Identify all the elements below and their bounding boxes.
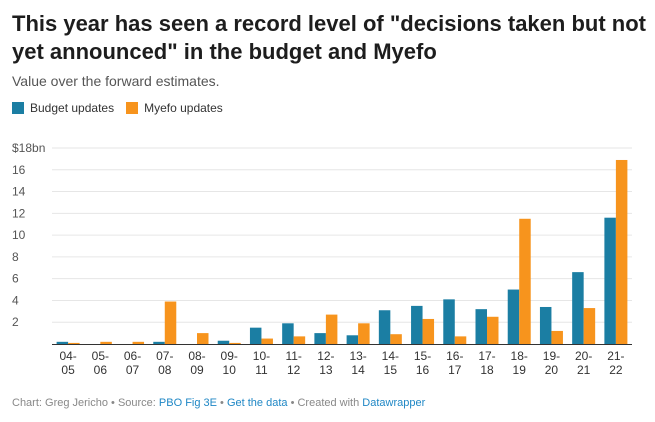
x-tick-label: 06-07 bbox=[124, 349, 141, 377]
chart-footer: Chart: Greg Jericho • Source: PBO Fig 3E… bbox=[12, 397, 425, 409]
y-tick-label: 6 bbox=[12, 272, 19, 286]
bar-myefo bbox=[551, 330, 563, 344]
legend-item-budget: Budget updates bbox=[12, 101, 114, 115]
bar-budget bbox=[572, 272, 584, 344]
footer-credit: Chart: Greg Jericho • Source: bbox=[12, 397, 159, 409]
x-tick-label: 15-16 bbox=[414, 349, 431, 377]
bar-budget bbox=[56, 341, 69, 344]
bar-myefo bbox=[454, 336, 467, 344]
footer-created-with: • Created with bbox=[287, 397, 363, 409]
bar-myefo bbox=[68, 342, 80, 344]
bar-myefo bbox=[293, 336, 306, 344]
bar-budget bbox=[507, 289, 520, 344]
bar-budget bbox=[153, 341, 165, 344]
x-tick-label: 09-10 bbox=[221, 349, 238, 377]
x-tick-label: 05-06 bbox=[92, 349, 109, 377]
bar-myefo bbox=[358, 323, 370, 344]
y-tick-label: 10 bbox=[12, 228, 26, 242]
bar-myefo bbox=[615, 159, 628, 344]
bar-myefo bbox=[583, 308, 596, 344]
footer-data-link[interactable]: Get the data bbox=[226, 397, 288, 409]
bar-myefo bbox=[325, 314, 338, 344]
x-tick-label: 04-05 bbox=[59, 349, 76, 377]
x-tick-label: 16-17 bbox=[446, 349, 463, 377]
bar-budget bbox=[443, 299, 455, 344]
chart-subtitle: Value over the forward estimates. bbox=[12, 73, 220, 89]
x-tick-label: 10-11 bbox=[253, 349, 270, 377]
bar-myefo bbox=[132, 341, 145, 344]
x-tick-label: 08-09 bbox=[188, 349, 205, 377]
bar-myefo bbox=[422, 318, 435, 344]
bar-myefo bbox=[487, 316, 499, 344]
x-tick-label: 18-19 bbox=[511, 349, 528, 377]
legend-label-budget: Budget updates bbox=[30, 101, 115, 115]
legend-label-myefo: Myefo updates bbox=[144, 101, 223, 115]
y-tick-label: 14 bbox=[12, 185, 26, 199]
bar-chart: $18bn 16 14 12 10 8 6 4 2 04-05 05-06 06-07 07-08 08-… bbox=[12, 141, 632, 377]
y-tick-label: 4 bbox=[12, 293, 19, 307]
bar-budget bbox=[378, 310, 391, 344]
bar-budget bbox=[539, 306, 552, 344]
bar-myefo bbox=[261, 338, 273, 344]
bar-budget bbox=[217, 340, 230, 344]
bar-myefo bbox=[164, 301, 177, 344]
x-tick-label: 07-08 bbox=[156, 349, 173, 377]
footer-tool-link[interactable]: Datawrapper bbox=[362, 397, 426, 409]
y-tick-label: 2 bbox=[12, 315, 19, 329]
bar-budget bbox=[314, 333, 326, 344]
bar-budget bbox=[249, 327, 262, 344]
bar-myefo bbox=[390, 334, 402, 344]
chart-title: This year has seen a record level of "de… bbox=[12, 11, 646, 64]
legend-swatch-budget bbox=[12, 102, 24, 114]
x-tick-label: 17-18 bbox=[478, 349, 495, 377]
bar-budget bbox=[604, 217, 616, 344]
bar-myefo bbox=[100, 341, 112, 344]
bar-budget bbox=[346, 335, 359, 344]
legend: Budget updates Myefo updates bbox=[12, 101, 235, 115]
y-tick-label: $18bn bbox=[12, 141, 45, 155]
x-tick-label: 13-14 bbox=[349, 349, 366, 377]
bar-myefo bbox=[229, 342, 241, 344]
y-tick-label: 8 bbox=[12, 250, 19, 264]
footer-source-link[interactable]: PBO Fig 3E bbox=[158, 397, 217, 409]
bar-myefo bbox=[197, 333, 209, 344]
bar-myefo bbox=[519, 218, 531, 344]
legend-item-myefo: Myefo updates bbox=[126, 101, 223, 115]
bar-budget bbox=[282, 323, 294, 344]
footer-separator: • bbox=[217, 397, 227, 409]
x-tick-label: 21-22 bbox=[607, 349, 624, 377]
y-tick-label: 16 bbox=[12, 163, 26, 177]
x-tick-label: 12-13 bbox=[317, 349, 334, 377]
x-tick-label: 20-21 bbox=[575, 349, 592, 377]
legend-swatch-myefo bbox=[126, 102, 139, 114]
x-tick-label: 19-20 bbox=[543, 349, 560, 377]
bar-budget bbox=[475, 309, 487, 344]
x-tick-label: 14-15 bbox=[382, 349, 399, 377]
bar-budget bbox=[411, 305, 423, 344]
x-tick-label: 11-12 bbox=[285, 349, 301, 377]
y-tick-label: 12 bbox=[12, 206, 26, 220]
